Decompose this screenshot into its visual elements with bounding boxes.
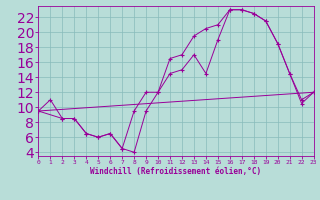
X-axis label: Windchill (Refroidissement éolien,°C): Windchill (Refroidissement éolien,°C) [91,167,261,176]
